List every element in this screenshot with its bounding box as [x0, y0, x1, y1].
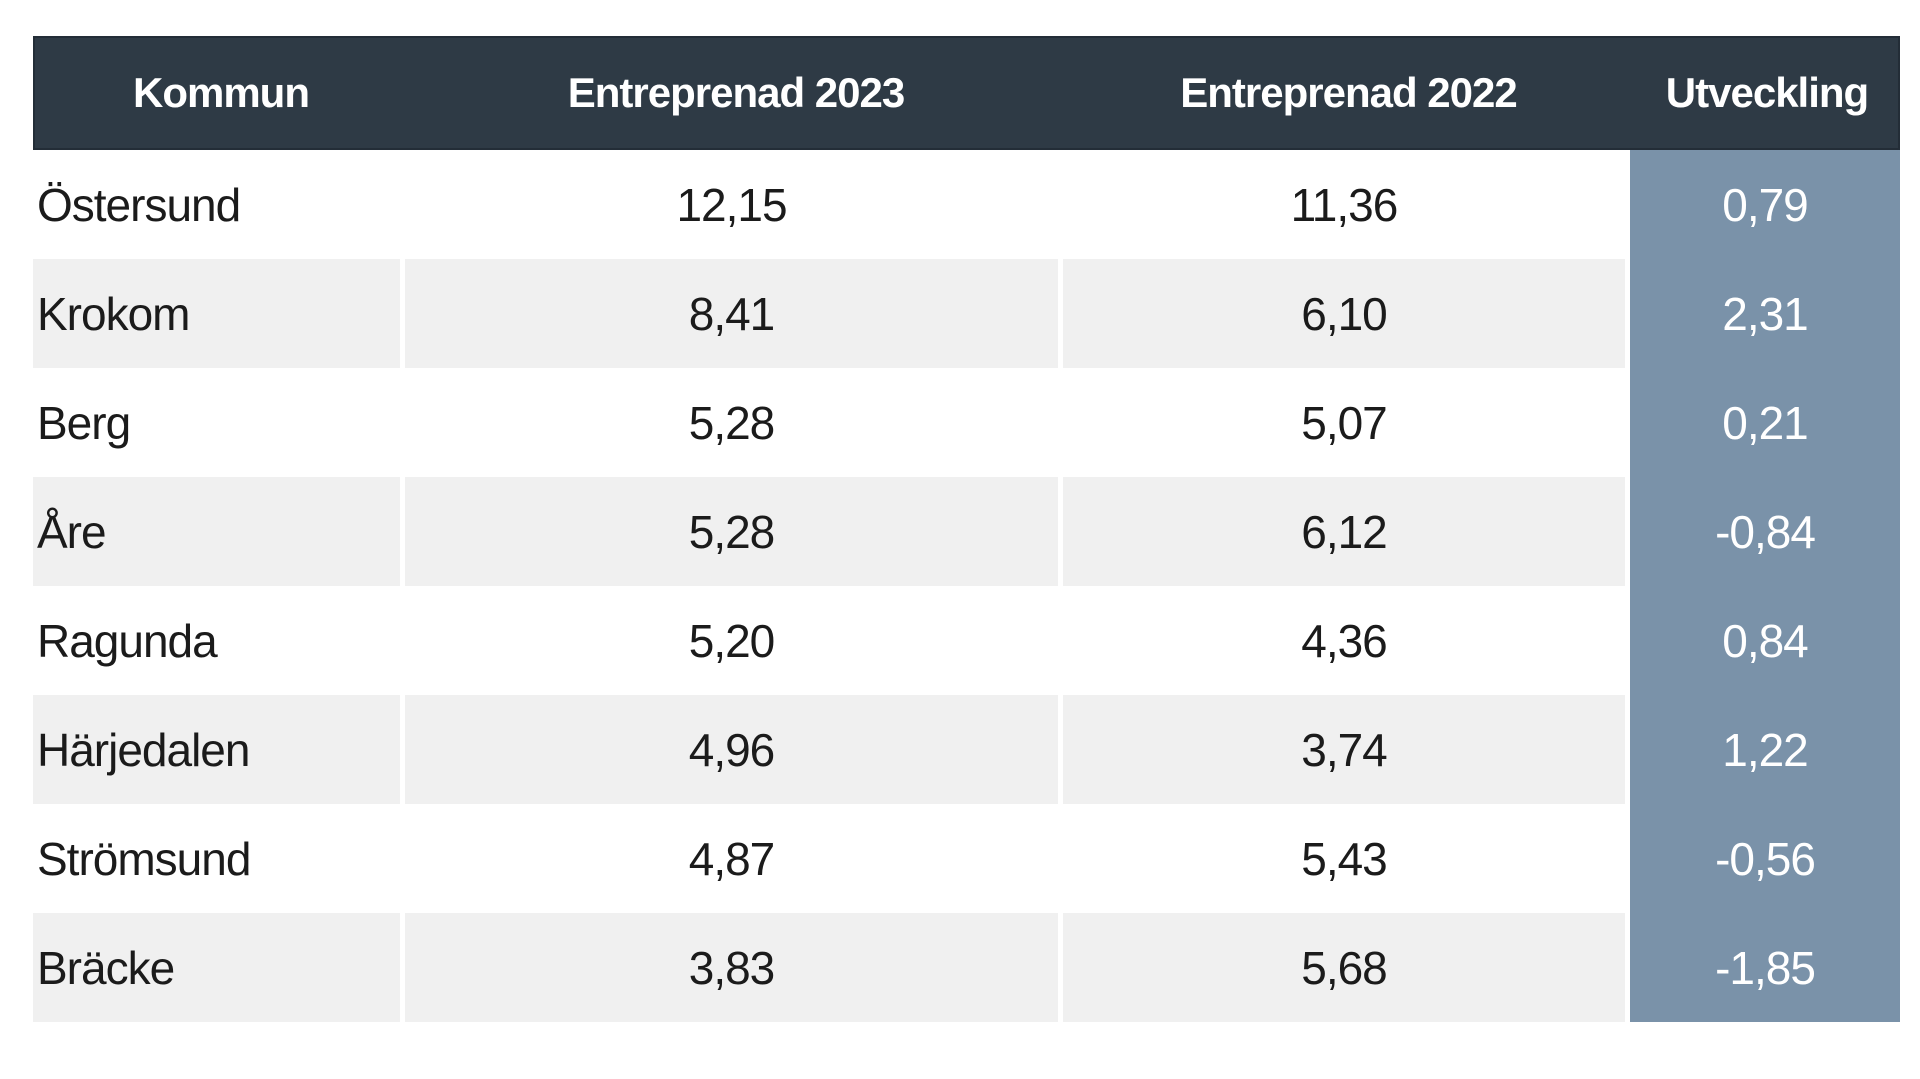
cell-entreprenad-2023: 5,20	[405, 586, 1063, 695]
cell-utveckling: 0,84	[1630, 586, 1900, 695]
cell-entreprenad-2023: 3,83	[405, 913, 1063, 1022]
header-cell-kommun: Kommun	[133, 69, 310, 116]
header-cell-entreprenad-2023: Entreprenad 2023	[567, 69, 906, 116]
header-cell-utveckling: Utveckling	[1665, 69, 1869, 116]
cell-entreprenad-2023: 5,28	[405, 477, 1063, 586]
cell-entreprenad-2023: 4,96	[405, 695, 1063, 804]
cell-utveckling: 2,31	[1630, 259, 1900, 368]
cell-entreprenad-2023: 4,87	[405, 804, 1063, 913]
cell-entreprenad-2023: 5,28	[405, 368, 1063, 477]
table-row: Ragunda 5,20 4,36 0,84	[33, 586, 1900, 695]
table-row: Krokom 8,41 6,10 2,31	[33, 259, 1900, 368]
cell-kommun: Ragunda	[33, 586, 405, 695]
cell-utveckling: -1,85	[1630, 913, 1900, 1022]
cell-entreprenad-2022: 6,12	[1063, 477, 1630, 586]
header-cell-entreprenad-2022: Entreprenad 2022	[1180, 69, 1518, 116]
cell-kommun: Strömsund	[33, 804, 405, 913]
table-row: Åre 5,28 6,12 -0,84	[33, 477, 1900, 586]
cell-kommun: Åre	[33, 477, 405, 586]
cell-utveckling: 0,79	[1630, 150, 1900, 259]
data-table: Kommun Entreprenad 2023 Entreprenad 2022…	[33, 36, 1900, 1022]
cell-entreprenad-2022: 4,36	[1063, 586, 1630, 695]
cell-kommun: Östersund	[33, 150, 405, 259]
table-row: Östersund 12,15 11,36 0,79	[33, 150, 1900, 259]
cell-kommun: Berg	[33, 368, 405, 477]
table-body: Östersund 12,15 11,36 0,79 Krokom 8,41 6…	[33, 150, 1900, 1022]
cell-entreprenad-2022: 6,10	[1063, 259, 1630, 368]
table-row: Strömsund 4,87 5,43 -0,56	[33, 804, 1900, 913]
cell-utveckling: -0,56	[1630, 804, 1900, 913]
table-row: Bräcke 3,83 5,68 -1,85	[33, 913, 1900, 1022]
cell-kommun: Härjedalen	[33, 695, 405, 804]
cell-kommun: Bräcke	[33, 913, 405, 1022]
table-row: Berg 5,28 5,07 0,21	[33, 368, 1900, 477]
table-row: Härjedalen 4,96 3,74 1,22	[33, 695, 1900, 804]
cell-kommun: Krokom	[33, 259, 405, 368]
cell-utveckling: -0,84	[1630, 477, 1900, 586]
cell-entreprenad-2022: 5,68	[1063, 913, 1630, 1022]
cell-utveckling: 0,21	[1630, 368, 1900, 477]
cell-entreprenad-2023: 8,41	[405, 259, 1063, 368]
table-header-row: Kommun Entreprenad 2023 Entreprenad 2022…	[33, 36, 1900, 150]
cell-entreprenad-2022: 11,36	[1063, 150, 1630, 259]
cell-entreprenad-2023: 12,15	[405, 150, 1063, 259]
cell-entreprenad-2022: 5,43	[1063, 804, 1630, 913]
cell-utveckling: 1,22	[1630, 695, 1900, 804]
cell-entreprenad-2022: 3,74	[1063, 695, 1630, 804]
cell-entreprenad-2022: 5,07	[1063, 368, 1630, 477]
